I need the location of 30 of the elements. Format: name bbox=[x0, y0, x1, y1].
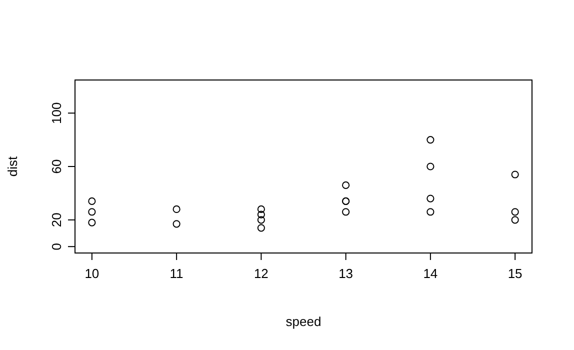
x-axis-title: speed bbox=[286, 314, 322, 329]
x-tick-label: 15 bbox=[508, 266, 522, 281]
x-tick-label: 11 bbox=[170, 266, 184, 281]
point bbox=[426, 136, 434, 144]
point bbox=[172, 220, 180, 228]
x-tick-label: 10 bbox=[84, 266, 100, 281]
x-tick-label: 13 bbox=[338, 266, 354, 281]
y-axis-title: dist bbox=[5, 156, 20, 177]
x-tick-label: 12 bbox=[254, 266, 268, 281]
y-tick-label: 100 bbox=[49, 102, 64, 124]
point bbox=[88, 208, 96, 216]
point bbox=[511, 170, 519, 178]
y-tick-label: 60 bbox=[49, 159, 64, 174]
point bbox=[342, 181, 350, 189]
point bbox=[426, 208, 434, 216]
point bbox=[426, 194, 434, 202]
point bbox=[257, 205, 265, 214]
point bbox=[511, 216, 519, 224]
y-tick-label: 20 bbox=[49, 212, 64, 228]
point bbox=[257, 210, 265, 218]
point bbox=[511, 208, 519, 216]
point bbox=[342, 208, 350, 216]
point bbox=[257, 224, 265, 232]
point bbox=[257, 216, 265, 224]
point bbox=[88, 197, 96, 206]
point bbox=[426, 162, 434, 170]
point bbox=[172, 205, 180, 214]
point bbox=[88, 218, 96, 226]
y-tick-label: 0 bbox=[49, 242, 64, 250]
x-tick-label: 14 bbox=[423, 266, 438, 281]
